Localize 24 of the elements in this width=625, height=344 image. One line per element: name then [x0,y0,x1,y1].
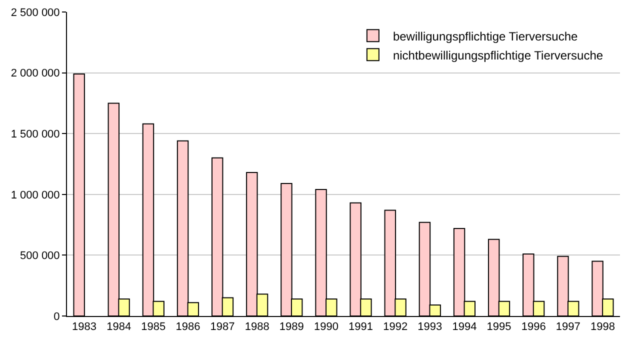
x-tick-label: 1997 [556,321,580,334]
x-tick-label: 1989 [279,321,304,334]
x-tick-label: 1988 [244,321,270,334]
legend-label: nichtbewilligungspflichtige Tierversuche [392,48,604,62]
y-tick-label: 500 000 [20,250,60,262]
x-tick-label: 1985 [141,321,166,334]
x-tick-label: 1987 [210,321,235,334]
x-tick-label: 1998 [590,321,615,334]
y-tick-label: 0 [54,310,60,323]
x-tick-label: 1995 [486,321,512,334]
y-tick-label: 1 000 000 [10,189,60,202]
y-tick-label: 2 500 000 [10,6,60,19]
x-tick-label: 1993 [418,321,442,334]
x-tick-label: 1990 [314,321,338,334]
x-tick-label: 1984 [106,321,132,334]
x-tick-label: 1992 [383,321,408,334]
x-tick-label: 1986 [176,321,200,334]
x-tick-label: 1983 [72,321,97,334]
x-tick-label: 1994 [452,321,477,334]
legend-label: bewilligungspflichtige Tierversuche [392,29,578,44]
x-tick-label: 1996 [521,321,546,334]
y-tick-label: 2 000 000 [10,68,60,80]
x-tick-label: 1991 [348,321,374,334]
y-tick-label: 1 500 000 [10,128,60,140]
